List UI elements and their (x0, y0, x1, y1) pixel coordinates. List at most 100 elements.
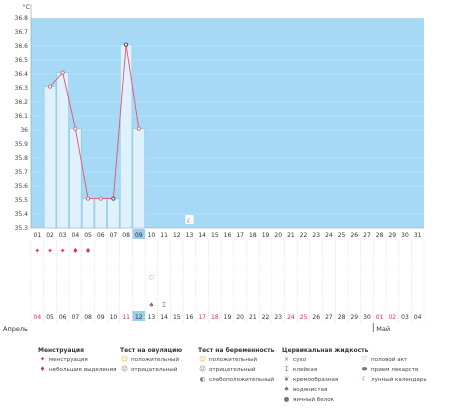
flow-icon: ✦ (39, 355, 46, 363)
bar-day-06 (94, 198, 107, 229)
temperature-point (98, 196, 103, 201)
day-label: 27 (363, 232, 371, 239)
day-label: 05 (84, 232, 92, 239)
bar-day-03 (56, 72, 69, 229)
y-tick-label: 35.3 (15, 225, 29, 232)
date-label: 23 (274, 314, 282, 321)
day-label: 07 (110, 232, 118, 239)
bar-day-04 (69, 128, 82, 229)
date-label: 22 (262, 314, 270, 321)
legend-item: ● яичный белок (282, 395, 368, 405)
legend-pregnancy-test: Тест на беременность ☺ положительный ☹ отр… (198, 346, 274, 385)
date-label: 25 (300, 314, 308, 321)
legend-item-label: положительный (131, 357, 180, 363)
date-label: 30 (363, 314, 371, 321)
day-label: 18 (249, 232, 257, 239)
temperature-point (136, 126, 141, 131)
legend-pregnancy-title: Тест на беременность (198, 347, 275, 354)
y-tick-label: 35.4 (15, 211, 29, 218)
legend-item-label: отрицательный (209, 367, 256, 373)
moon-marker-bg (185, 215, 194, 224)
date-label: 03 (401, 314, 409, 321)
legend-item-label: слабоположительный (209, 377, 274, 383)
y-tick-label: 36.5 (15, 57, 29, 64)
legend: Менструация ✦ менструация ♦ небольшие выде… (0, 346, 450, 418)
legend-item: ☺ положительный (120, 355, 182, 365)
temperature-line (49, 44, 140, 200)
legend-cervical-title: Цервикальная жидкость (282, 347, 369, 354)
day-label: 24 (325, 232, 333, 239)
smiley-icon: ☺ (121, 355, 128, 363)
legend-item-label: менструация (49, 357, 88, 363)
y-tick-label: 36.1 (15, 113, 29, 120)
day-label: 03 (59, 232, 67, 239)
date-label: 08 (84, 314, 92, 321)
heart-icon: ♡ (361, 355, 368, 363)
day-label: 14 (198, 232, 206, 239)
date-label: 16 (186, 314, 194, 321)
legend-item-label: небольшие выделения (49, 367, 117, 373)
date-label: 13 (148, 314, 156, 321)
day-label: 01 (34, 232, 42, 239)
legend-menstruation: Менструация ✦ менструация ♦ небольшие выде… (38, 346, 117, 375)
flow-icon: ✦ (60, 247, 66, 255)
legend-item-label: половой акт (371, 357, 408, 363)
y-tick-label: 36.3 (15, 85, 29, 92)
legend-ovulation-title: Тест на овуляцию (120, 347, 183, 354)
day-label: 15 (211, 232, 219, 239)
plot-area (31, 18, 424, 228)
y-tick-label: 35.8 (15, 155, 29, 162)
date-label: 11 (122, 314, 130, 321)
sticky-icon: Ɪ (284, 365, 289, 373)
dry-icon: × (283, 355, 290, 363)
watery-icon: ♠ (149, 301, 155, 309)
date-label: 28 (338, 314, 346, 321)
date-label: 05 (46, 314, 54, 321)
date-label: 27 (325, 314, 333, 321)
pill-icon: ⬬ (361, 365, 368, 373)
day-label: 04 (72, 232, 80, 239)
creamy-icon: ❦ (283, 375, 290, 383)
legend-item: ❦ кремообразная (282, 375, 368, 385)
legend-item: ✦ менструация (38, 355, 117, 365)
temperature-point (86, 196, 91, 201)
day-label: 28 (376, 232, 384, 239)
date-label: 04 (414, 314, 422, 321)
legend-item: ♠ водянистая (282, 385, 368, 395)
y-tick-label: 36.2 (15, 99, 29, 106)
date-label: 09 (97, 314, 105, 321)
legend-item-label: положительный (209, 357, 258, 363)
drop-icon: ♦ (85, 247, 91, 255)
date-label: 18 (211, 314, 219, 321)
y-tick-label: 35.5 (15, 197, 29, 204)
y-tick-label: 36.4 (15, 71, 29, 78)
egg-white-icon: ● (283, 395, 290, 403)
y-tick-label: 36.7 (15, 29, 29, 36)
day-highlight (132, 229, 146, 239)
day-label: 13 (186, 232, 194, 239)
legend-item-label: прием лекарств (371, 367, 419, 373)
legend-item-label: сухо (293, 357, 307, 363)
legend-item-label: кремообразная (293, 377, 339, 383)
date-label: 19 (224, 314, 232, 321)
day-label: 09 (135, 232, 143, 239)
flow-icon: ✦ (47, 247, 53, 255)
y-tick-label: 35.7 (15, 169, 29, 176)
moon-icon: ☾ (361, 375, 368, 383)
legend-item-label: лунный календарь (371, 377, 427, 383)
date-label: 21 (249, 314, 257, 321)
y-tick-label: 36.8 (15, 15, 29, 22)
day-label: 25 (338, 232, 346, 239)
legend-menstruation-title: Менструация (38, 347, 84, 354)
date-label: 14 (160, 314, 168, 321)
day-label: 29 (388, 232, 396, 239)
neutral-face-icon: ☹ (121, 365, 128, 373)
day-label: 31 (414, 232, 422, 239)
legend-item-label: отрицательный (131, 367, 178, 373)
date-label: 10 (110, 314, 118, 321)
day-label: 26 (350, 232, 358, 239)
month-label-next: Май (376, 325, 390, 333)
date-label: 04 (34, 314, 42, 321)
